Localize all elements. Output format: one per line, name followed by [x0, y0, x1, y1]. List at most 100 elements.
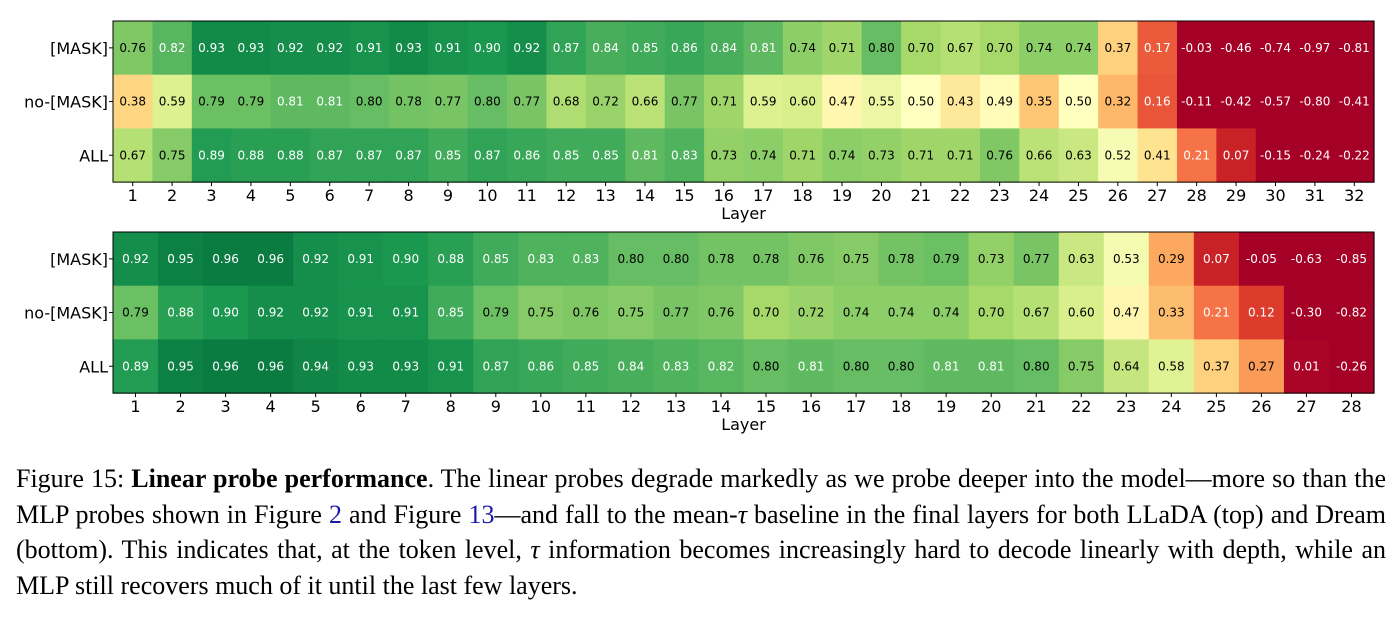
x-tick-label: 17 [846, 397, 866, 416]
heatmap-cell [1193, 232, 1240, 287]
heatmap-cell [788, 339, 835, 394]
cell-value-label: 0.90 [392, 252, 419, 266]
heatmap-panel-top: 0.76 0.82 0.93 0.93 0.92 0.92 0.91 0.93 0.91 0.90… [24, 20, 1375, 223]
cell-value-label: 0.73 [710, 148, 737, 162]
cell-value-label: 0.74 [888, 306, 915, 320]
heatmap-cell [743, 74, 784, 129]
heatmap-cell [822, 128, 863, 183]
caption-text: baseline in the final layers for both LL… [16, 499, 1387, 565]
heatmap-cell [191, 74, 232, 129]
cell-value-label: 0.82 [708, 359, 735, 373]
cell-value-label: 0.87 [482, 359, 509, 373]
heatmap-cell [231, 21, 272, 76]
cell-value-label: 0.49 [986, 95, 1013, 109]
heatmap-cell [113, 232, 159, 287]
heatmap-cell [113, 128, 154, 183]
heatmap-cell [861, 128, 902, 183]
x-axis-label: Layer [721, 204, 766, 223]
cell-value-label: 0.88 [238, 148, 265, 162]
heatmap-cell [563, 232, 609, 287]
cell-value-label: 0.91 [437, 359, 464, 373]
cell-value-label: 0.78 [395, 95, 422, 109]
cell-value-label: 0.35 [1026, 95, 1053, 109]
heatmap-cell [1295, 128, 1336, 183]
cell-value-label: -0.46 [1221, 41, 1252, 55]
cell-value-label: 0.29 [1158, 252, 1185, 266]
heatmap-cell [608, 339, 655, 394]
x-tick-label: 15 [674, 186, 694, 205]
x-tick-label: 9 [443, 186, 453, 205]
cell-value-label: 0.96 [257, 252, 284, 266]
heatmap-cell [428, 285, 474, 340]
x-tick-label: 32 [1344, 186, 1364, 205]
heatmap-cell [788, 285, 835, 340]
x-tick-label: 13 [666, 397, 686, 416]
cell-value-label: 0.81 [798, 359, 825, 373]
cell-value-label: 0.81 [277, 95, 304, 109]
heatmap-cell [1334, 74, 1375, 129]
heatmap-cell [467, 74, 508, 129]
cell-value-label: 0.80 [843, 359, 870, 373]
cell-value-label: 0.75 [1068, 359, 1095, 373]
x-tick-label: 6 [325, 186, 335, 205]
cell-value-label: 0.79 [482, 306, 509, 320]
cell-value-label: 0.75 [618, 306, 645, 320]
cell-value-label: 0.91 [347, 306, 374, 320]
caption-label: Figure 15: [16, 464, 132, 493]
cell-value-label: 0.73 [868, 148, 895, 162]
heatmap-cell [1148, 232, 1195, 287]
cell-value-label: 0.07 [1223, 148, 1250, 162]
cell-value-label: 0.85 [573, 359, 600, 373]
x-tick-label: 5 [285, 186, 295, 205]
cell-value-label: -0.03 [1181, 41, 1212, 55]
heatmap-cell [585, 21, 626, 76]
figure-ref-link[interactable]: 2 [328, 499, 342, 529]
heatmap-cell [625, 128, 666, 183]
heatmap-cell [248, 232, 294, 287]
cell-value-label: 0.47 [829, 95, 856, 109]
heatmap-cell [664, 128, 705, 183]
cell-value-label: 0.16 [1144, 95, 1171, 109]
heatmap-cell [1238, 232, 1285, 287]
heatmap-cell [1098, 74, 1139, 129]
heatmap-cell [349, 21, 390, 76]
x-tick-label: 7 [364, 186, 374, 205]
caption-text: and Figure [341, 499, 469, 529]
heatmap-cell [585, 74, 626, 129]
cell-value-label: -0.57 [1260, 95, 1291, 109]
cell-value-label: 0.83 [671, 148, 698, 162]
heatmap-cell [1216, 21, 1257, 76]
caption-text: information becomes increasingly hard to… [16, 535, 1386, 600]
heatmap-cell [833, 232, 880, 287]
cell-value-label: 0.76 [986, 148, 1013, 162]
row-label: [MASK] [50, 39, 108, 58]
heatmap-cell [388, 74, 429, 129]
cell-value-label: 0.94 [302, 359, 329, 373]
figure-ref-link[interactable]: 13 [468, 499, 495, 529]
heatmap-cell [428, 21, 469, 76]
cell-value-label: 0.70 [986, 41, 1013, 55]
heatmap-cell [979, 74, 1020, 129]
x-tick-label: 23 [1116, 397, 1136, 416]
cell-value-label: 0.80 [868, 41, 895, 55]
x-tick-label: 11 [517, 186, 537, 205]
x-tick-label: 28 [1341, 397, 1361, 416]
cell-value-label: -0.22 [1339, 148, 1370, 162]
heatmap-cell [1334, 21, 1375, 76]
heatmap-cell [1176, 21, 1217, 76]
cell-value-label: 0.92 [277, 41, 304, 55]
cell-value-label: 0.85 [632, 41, 659, 55]
cell-value-label: 0.07 [1203, 252, 1230, 266]
x-tick-label: 5 [311, 397, 321, 416]
x-tick-label: 26 [1108, 186, 1128, 205]
x-tick-label: 7 [401, 397, 411, 416]
row-label: no-[MASK] [24, 304, 108, 323]
heatmap-cell [1328, 285, 1375, 340]
cell-value-label: 0.76 [119, 41, 146, 55]
cell-value-label: 0.66 [1026, 148, 1053, 162]
cell-value-label: 0.83 [663, 359, 690, 373]
heatmap-cell [743, 339, 790, 394]
x-tick-label: 9 [491, 397, 501, 416]
heatmap-cell [473, 339, 519, 394]
x-tick-label: 16 [714, 186, 734, 205]
